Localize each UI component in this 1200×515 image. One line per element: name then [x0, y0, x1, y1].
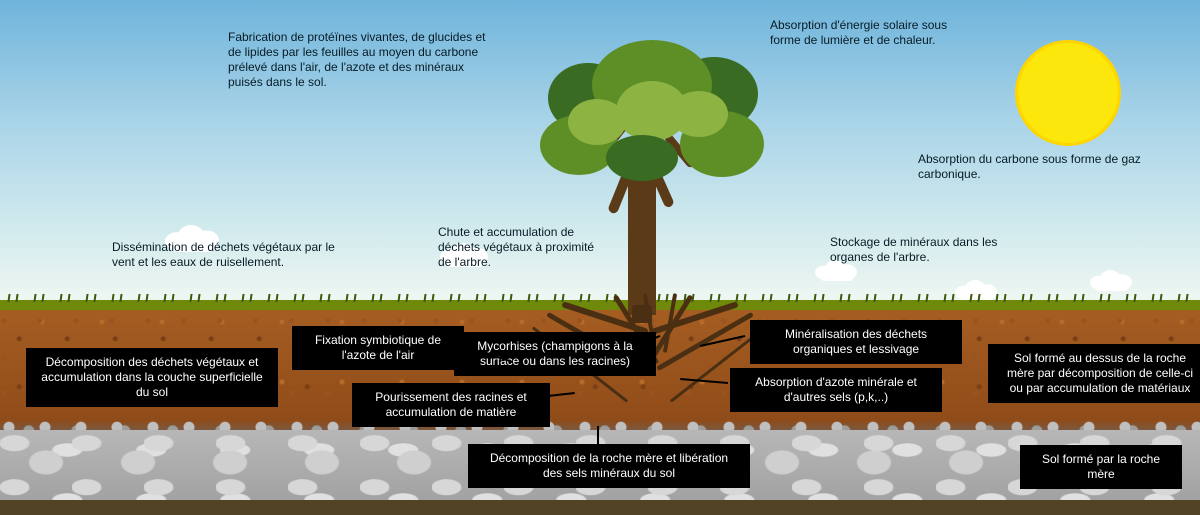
label-dissem: Dissémination de déchets végétaux par le… — [112, 240, 352, 270]
grass-tuft — [345, 294, 356, 302]
box-decomp-roche: Décomposition de la roche mère et libéra… — [468, 444, 750, 488]
grass-tuft — [1151, 294, 1162, 302]
box-mineralisation: Minéralisation des déchets organiques et… — [750, 320, 962, 364]
foliage — [606, 135, 678, 181]
grass-tuft — [501, 294, 512, 302]
box-sol-roche: Sol formé par la roche mère — [1020, 445, 1182, 489]
box-fix-azote: Fixation symbiotique de l'azote de l'air — [292, 326, 464, 370]
grass-tuft — [1099, 294, 1110, 302]
grass-tuft — [423, 294, 434, 302]
box-abs-azote: Absorption d'azote minérale et d'autres … — [730, 368, 942, 412]
grass-tuft — [319, 294, 330, 302]
grass-tuft — [33, 294, 44, 302]
foliage — [670, 91, 728, 137]
grass-tuft — [137, 294, 148, 302]
grass-tuft — [371, 294, 382, 302]
grass-tuft — [917, 294, 928, 302]
grass-tuft — [1047, 294, 1058, 302]
grass-tuft — [995, 294, 1006, 302]
grass-tuft — [943, 294, 954, 302]
sun-icon — [1015, 40, 1121, 146]
label-co2: Absorption du carbone sous forme de gaz … — [918, 152, 1158, 182]
grass-tuft — [293, 294, 304, 302]
box-decomp-veget: Décomposition des déchets végétaux et ac… — [26, 348, 278, 407]
box-pourissement: Pourissement des racines et accumulation… — [352, 383, 550, 427]
label-chute: Chute et accumulation de déchets végétau… — [438, 225, 608, 270]
grass-tuft — [267, 294, 278, 302]
grass-tuft — [969, 294, 980, 302]
label-proteins: Fabrication de protéïnes vivantes, de gl… — [228, 30, 488, 90]
leader-line — [597, 426, 599, 444]
grass-tuft — [839, 294, 850, 302]
grass-tuft — [1177, 294, 1188, 302]
grass-tuft — [241, 294, 252, 302]
grass-tuft — [449, 294, 460, 302]
grass-tuft — [787, 294, 798, 302]
grass-tuft — [1125, 294, 1136, 302]
grass-tuft — [397, 294, 408, 302]
tree-trunk — [628, 165, 656, 315]
grass-tuft — [891, 294, 902, 302]
deep-layer — [0, 500, 1200, 515]
foliage — [568, 99, 626, 145]
grass-tuft — [59, 294, 70, 302]
grass-tuft — [111, 294, 122, 302]
grass-tuft — [215, 294, 226, 302]
label-solar: Absorption d'énergie solaire sous forme … — [770, 18, 980, 48]
grass-tuft — [813, 294, 824, 302]
diagram-stage: Fabrication de protéïnes vivantes, de gl… — [0, 0, 1200, 515]
grass-tuft — [189, 294, 200, 302]
label-stockage: Stockage de minéraux dans les organes de… — [830, 235, 1030, 265]
grass-tuft — [865, 294, 876, 302]
grass-tuft — [1021, 294, 1032, 302]
grass-tuft — [475, 294, 486, 302]
box-sol-forme: Sol formé au dessus de la roche mère par… — [988, 344, 1200, 403]
grass-tuft — [85, 294, 96, 302]
grass-tuft — [7, 294, 18, 302]
grass-tuft — [163, 294, 174, 302]
grass-tuft — [1073, 294, 1084, 302]
tree — [520, 45, 780, 325]
